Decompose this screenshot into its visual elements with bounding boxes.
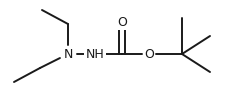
Text: O: O <box>117 15 127 28</box>
Text: NH: NH <box>86 48 104 61</box>
Text: O: O <box>144 48 154 61</box>
Text: N: N <box>63 48 73 61</box>
